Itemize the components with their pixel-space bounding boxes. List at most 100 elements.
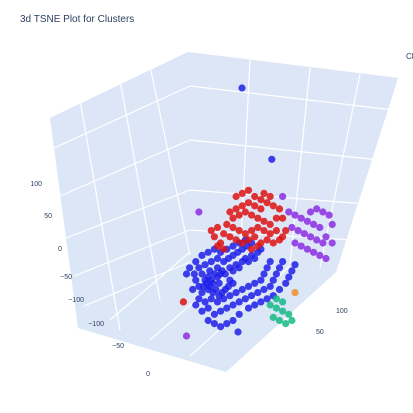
data-point [272, 214, 280, 222]
data-point [266, 282, 274, 290]
data-point [313, 236, 321, 244]
data-point [266, 220, 274, 228]
data-point [232, 289, 240, 297]
data-point [204, 248, 212, 256]
grid-line-left-1 [59, 139, 191, 197]
data-point [232, 192, 240, 201]
data-point [204, 285, 212, 294]
data-point [182, 332, 191, 340]
data-point [288, 223, 296, 232]
data-point [217, 307, 225, 315]
data-point [260, 227, 268, 235]
data-point [220, 230, 228, 238]
data-point [195, 208, 203, 216]
data-point [322, 254, 330, 263]
data-point [279, 214, 287, 222]
data-point [190, 270, 198, 278]
data-point [251, 202, 259, 210]
data-point [251, 192, 259, 201]
data-point [275, 264, 284, 272]
data-point [248, 292, 256, 300]
data-point [279, 233, 287, 241]
data-point [303, 217, 311, 225]
data-point [192, 258, 200, 266]
data-point [282, 279, 290, 287]
data-point [279, 298, 287, 306]
data-point [269, 313, 277, 321]
data-point [300, 230, 308, 238]
data-point [244, 282, 253, 290]
data-point [288, 267, 296, 275]
grid-line-right-0 [189, 85, 395, 111]
data-point [319, 208, 327, 216]
data-point [248, 245, 256, 253]
data-point [244, 304, 253, 312]
data-point [272, 270, 280, 278]
data-point [220, 295, 228, 303]
data-point [266, 258, 274, 266]
data-point [234, 328, 242, 336]
data-point [263, 199, 271, 207]
data-point [319, 239, 327, 247]
data-point [210, 310, 218, 318]
data-point [221, 270, 229, 278]
data-point [213, 242, 222, 250]
data-point [263, 264, 271, 272]
data-point [310, 220, 318, 228]
grid-line-v-right-0 [239, 59, 251, 259]
data-point [213, 298, 222, 306]
data-point [260, 270, 268, 278]
data-point [235, 227, 243, 235]
data-point [297, 242, 305, 250]
data-point [207, 258, 215, 266]
data-point [179, 298, 187, 306]
data-point [213, 254, 222, 263]
data-point [254, 223, 262, 232]
data-point [206, 267, 214, 275]
data-point [251, 301, 259, 309]
data-point [229, 214, 237, 222]
data-point [285, 310, 293, 318]
data-point [282, 227, 290, 235]
data-point [198, 307, 206, 315]
data-point [291, 261, 299, 269]
data-point [260, 189, 268, 197]
data-point [207, 295, 215, 303]
data-point [207, 227, 215, 235]
data-point [229, 223, 237, 232]
data-point [279, 258, 287, 266]
data-point [310, 248, 318, 256]
data-point [210, 320, 218, 328]
data-point [306, 208, 315, 216]
data-point [241, 208, 249, 216]
data-point [291, 211, 299, 219]
data-point [232, 236, 240, 244]
data-point [238, 239, 246, 247]
z-tick-label: 100 [30, 181, 42, 188]
legend-title: Cl [406, 52, 413, 61]
data-point [328, 220, 336, 228]
data-point [195, 295, 203, 303]
z-tick-label: −50 [60, 274, 72, 281]
chart-title: 3d TSNE Plot for Clusters [20, 14, 135, 25]
data-point [257, 205, 265, 213]
data-point [238, 202, 246, 210]
data-point [269, 202, 277, 210]
data-point [266, 230, 274, 238]
data-point [241, 295, 249, 303]
data-point [226, 292, 234, 300]
data-point [316, 251, 324, 259]
x-tick-label: −100 [88, 321, 104, 328]
grid-line-floor-2 [109, 251, 191, 321]
data-point [269, 276, 277, 284]
data-point [220, 245, 228, 253]
data-point [198, 251, 206, 259]
data-point [244, 236, 253, 244]
data-point [213, 223, 222, 232]
data-point [291, 239, 299, 247]
data-point [254, 214, 262, 222]
data-point [229, 242, 237, 250]
data-point [269, 239, 277, 247]
data-point [257, 276, 265, 284]
